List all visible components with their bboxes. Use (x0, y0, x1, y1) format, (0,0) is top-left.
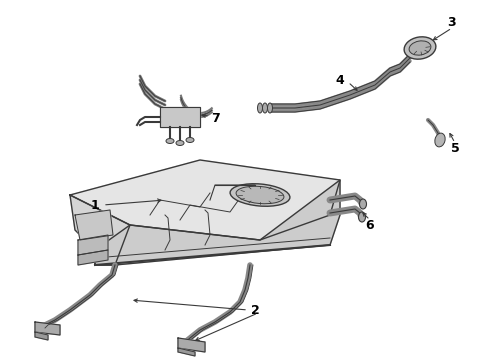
Polygon shape (78, 250, 108, 265)
Text: 3: 3 (448, 15, 456, 28)
Ellipse shape (186, 138, 194, 143)
Polygon shape (35, 332, 48, 340)
Ellipse shape (404, 37, 436, 59)
Ellipse shape (268, 103, 272, 113)
Polygon shape (70, 160, 340, 240)
Text: 4: 4 (336, 73, 344, 86)
Ellipse shape (258, 103, 263, 113)
Text: 7: 7 (211, 112, 220, 125)
Polygon shape (78, 235, 108, 255)
Polygon shape (95, 180, 340, 265)
Text: 5: 5 (451, 141, 459, 154)
Text: 2: 2 (250, 303, 259, 316)
Ellipse shape (409, 41, 431, 55)
Polygon shape (178, 338, 205, 352)
Ellipse shape (435, 133, 445, 147)
Ellipse shape (176, 140, 184, 145)
Ellipse shape (230, 184, 290, 206)
Polygon shape (178, 348, 195, 356)
Ellipse shape (263, 103, 268, 113)
Ellipse shape (359, 212, 366, 222)
Polygon shape (35, 322, 60, 335)
Text: 6: 6 (366, 219, 374, 231)
Polygon shape (75, 210, 113, 240)
Polygon shape (70, 195, 130, 265)
Text: 1: 1 (91, 198, 99, 212)
Ellipse shape (166, 139, 174, 144)
Ellipse shape (236, 186, 284, 204)
Ellipse shape (360, 199, 367, 209)
Polygon shape (160, 107, 200, 127)
